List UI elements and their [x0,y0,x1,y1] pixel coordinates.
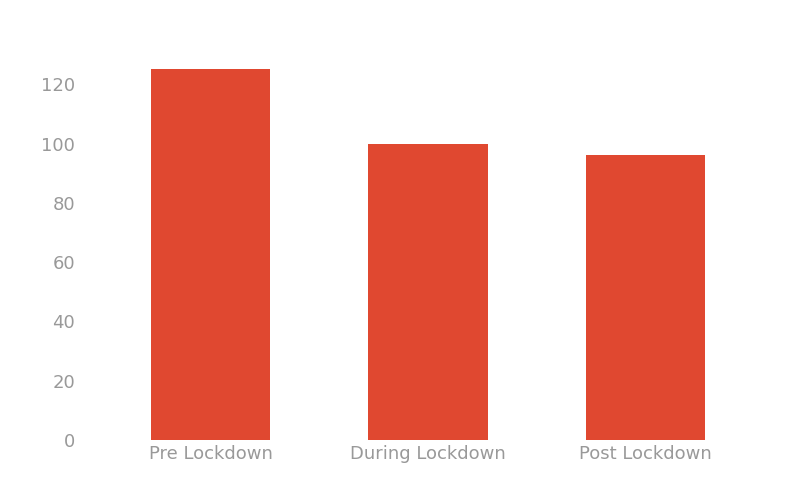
Bar [586,156,706,440]
Bar [150,70,270,440]
Bar [368,144,488,440]
